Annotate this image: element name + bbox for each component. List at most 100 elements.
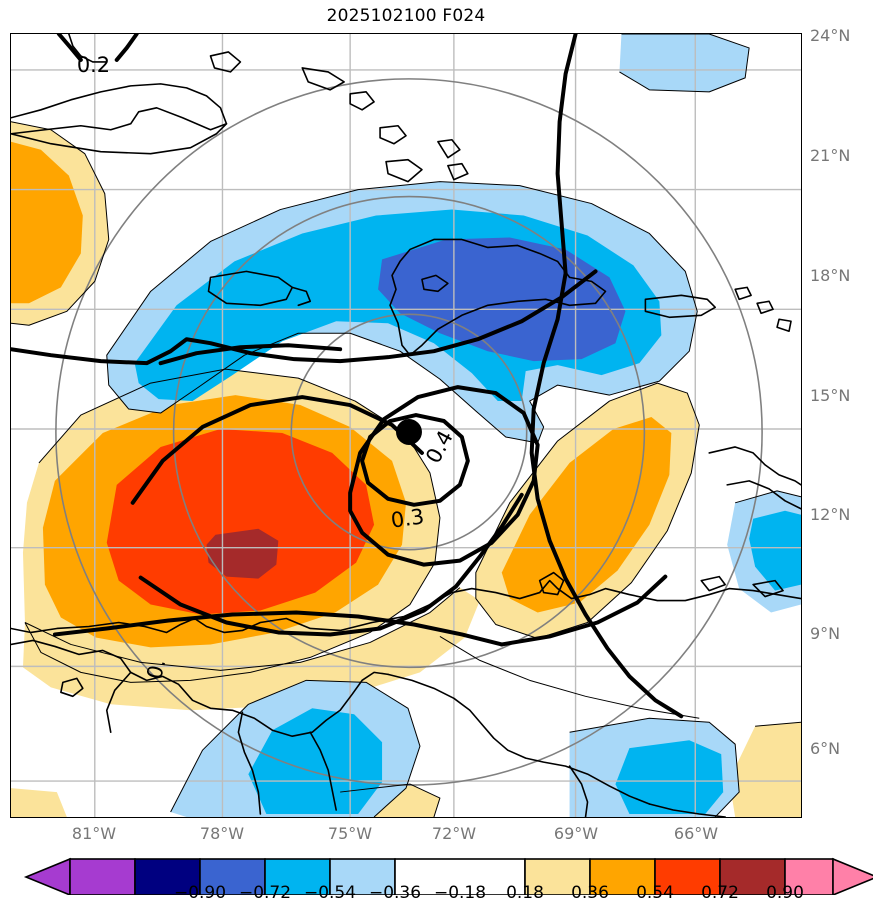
fill-band-neg-036-e (749, 510, 801, 591)
colorbar[interactable]: −0.90 −0.72 −0.54 −0.36 −0.18 0.18 0.36 … (0, 855, 873, 924)
colorbar-swatch-orangered (654, 858, 721, 896)
xtick-label-75W: 75°W (327, 824, 373, 843)
thin-contour-ne-patch (619, 34, 750, 93)
fill-band-pos-054 (106, 428, 375, 615)
xtick-label-69W: 69°W (553, 824, 599, 843)
thick-contour-02-sw (52, 610, 504, 647)
colorbar-swatch-pink (784, 858, 834, 896)
colorbar-tick-label-0.36: 0.36 (571, 883, 609, 903)
thick-contour-03 (11, 269, 598, 366)
coastline-florida (68, 34, 108, 63)
coastline-lesser-1 (734, 286, 752, 301)
coastline-panama-strip (387, 673, 651, 805)
fill-band-pos-018-s2 (11, 788, 67, 817)
coastline-colombia-inner (309, 731, 337, 811)
colorbar-swatches[interactable] (0, 855, 873, 902)
ytick-label-18N: 18°N (810, 266, 851, 285)
thin-contour-pos-east (475, 382, 700, 639)
map-canvas: 0.2 0.4 0.3 0. (11, 34, 801, 817)
colorbar-swatch-darkred (719, 858, 786, 896)
graticule-grid-layer (11, 34, 801, 817)
fill-band-neg-036-s (248, 708, 383, 815)
coastline-bahamas-7 (447, 162, 469, 181)
storm-center-marker[interactable] (396, 419, 422, 445)
coastline-cuba-south (11, 122, 228, 155)
thick-contour-02-mid (130, 395, 424, 505)
xtick-label-78W: 78°W (199, 824, 245, 843)
xtick-label-81W: 81°W (71, 824, 117, 843)
thick-contour-04 (360, 413, 470, 507)
colorbar-tick-label-0.54: 0.54 (636, 883, 674, 903)
thick-contour-layer (11, 34, 684, 719)
coastline-lake-maracaibo (538, 571, 565, 596)
range-ring-outer (55, 78, 763, 786)
fill-band-pos-018-se (729, 722, 801, 817)
thin-contour-neg-main (106, 181, 698, 444)
coastline-lesser-2 (756, 300, 774, 315)
thin-contour-se-corner (755, 721, 801, 727)
coastline-bahamas-1 (209, 51, 242, 73)
contour-label-02: 0.2 (77, 53, 110, 77)
fill-band-neg-018-necorner (619, 34, 750, 92)
colorbar-swatch-navy (134, 858, 201, 896)
thick-contour-02-left (56, 34, 83, 62)
contour-label-04: 0.4 (421, 427, 458, 468)
contour-label-02b: 0. (142, 656, 170, 681)
ytick-label-9N: 9°N (810, 624, 841, 643)
thick-contour-02-ne (158, 343, 343, 366)
thin-contour-neg-se (569, 717, 740, 817)
colorbar-tick-label-0.90: 0.90 (766, 883, 804, 903)
coastline-ne-strip (708, 446, 801, 486)
coastline-lesser-3 (776, 318, 792, 333)
thin-contour-s-patch (340, 783, 441, 817)
coastline-nicaragua-lake (60, 677, 84, 698)
colorbar-tick-label--0.72: −0.72 (238, 883, 292, 903)
coastline-hispaniola (389, 238, 607, 356)
coastline-jamaica (207, 270, 294, 307)
coastline-hispaniola-bay (421, 274, 449, 293)
fill-band-neg-036-sw (615, 740, 724, 815)
coastline-central-america (11, 639, 389, 738)
thick-contour-03-closed (348, 385, 540, 567)
storm-center-layer[interactable] (11, 34, 801, 817)
page-title: 2025102100 F024 (326, 6, 486, 26)
map-plot-area[interactable]: 0.2 0.4 0.3 0. (10, 33, 802, 818)
colorbar-tick-label--0.36: −0.36 (368, 883, 422, 903)
contour-label-03: 0.3 (389, 504, 425, 532)
ytick-label-24N: 24°N (810, 26, 851, 45)
fill-band-pos-036-east (501, 417, 672, 613)
fill-band-pos-072-core (206, 528, 279, 579)
colorbar-tick-labels: −0.90 −0.72 −0.54 −0.36 −0.18 0.18 0.36 … (0, 883, 873, 923)
coastline-puerto-rico (644, 294, 717, 319)
colorbar-swatch-paleyellow (524, 858, 591, 896)
coastline-guyana (648, 803, 726, 817)
colorbar-swatch-royal (199, 858, 266, 896)
colorbar-tick-label-0.72: 0.72 (701, 883, 739, 903)
colorbar-extend-max (832, 857, 873, 897)
range-ring-inner (290, 313, 528, 551)
colorbar-tick-label-0.18: 0.18 (506, 883, 544, 903)
ytick-label-12N: 12°N (810, 505, 851, 524)
ytick-label-6N: 6°N (810, 739, 841, 758)
coastline-bahamas-5 (385, 158, 423, 183)
ytick-label-15N: 15°N (810, 386, 851, 405)
coastline-jamaica-tail (291, 286, 312, 307)
coastline-bahamas-2 (301, 67, 345, 91)
contour-label-layer: 0.2 0.4 0.3 0. (77, 53, 458, 682)
coastline-bahamas-4 (379, 124, 407, 145)
range-rings-layer (55, 78, 763, 786)
coastline-venez-isl (700, 575, 726, 592)
thin-contour-nw-lobe (11, 121, 110, 326)
range-ring-middle (172, 195, 646, 669)
coastline-ne-strip2 (726, 480, 801, 510)
colorbar-tick-label--0.18: −0.18 (433, 883, 487, 903)
thin-contour-e-sliver (735, 490, 801, 504)
coastline-trinidad (752, 579, 784, 598)
coastline-layer (11, 34, 801, 817)
thin-contour-pos-sw (24, 587, 461, 671)
thick-contour-02-east (499, 574, 668, 647)
coastline-bahamas-3 (349, 91, 375, 111)
coastline-bahamas-6 (437, 138, 461, 159)
colorbar-tick-label--0.54: −0.54 (303, 883, 357, 903)
